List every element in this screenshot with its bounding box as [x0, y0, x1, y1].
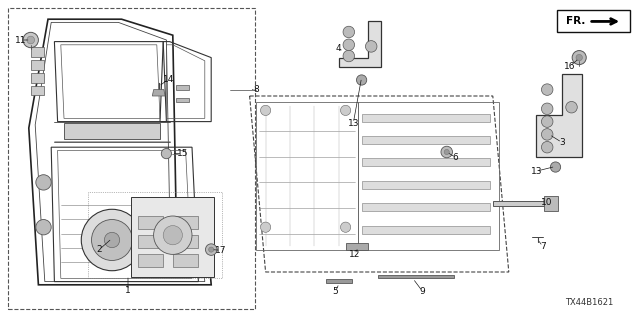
Circle shape	[576, 54, 582, 61]
Polygon shape	[64, 123, 160, 139]
Bar	[362, 226, 490, 234]
Bar	[362, 203, 490, 211]
Bar	[138, 216, 163, 229]
Bar	[88, 192, 222, 278]
Bar	[8, 8, 255, 309]
Bar	[346, 243, 368, 250]
Circle shape	[356, 75, 367, 85]
Circle shape	[343, 39, 355, 51]
Text: FR.: FR.	[566, 16, 586, 27]
Bar	[31, 73, 44, 83]
Bar	[173, 254, 198, 267]
Text: 2: 2	[97, 245, 102, 254]
Text: 12: 12	[349, 250, 360, 259]
Bar	[378, 275, 454, 278]
Bar	[557, 10, 630, 32]
Polygon shape	[152, 90, 165, 96]
Text: 16: 16	[564, 62, 575, 71]
Text: 4: 4	[335, 44, 340, 53]
Bar	[31, 86, 44, 95]
Bar	[493, 201, 550, 206]
Circle shape	[541, 103, 553, 115]
Circle shape	[205, 244, 217, 255]
Circle shape	[541, 116, 553, 127]
Circle shape	[566, 101, 577, 113]
Circle shape	[343, 50, 355, 62]
Circle shape	[27, 36, 35, 44]
Bar	[138, 235, 163, 248]
Text: 1: 1	[125, 286, 131, 295]
Circle shape	[260, 105, 271, 116]
Text: 15: 15	[177, 149, 188, 158]
Bar	[31, 47, 44, 57]
Circle shape	[444, 149, 449, 155]
Bar	[362, 181, 490, 189]
Circle shape	[154, 216, 192, 254]
Circle shape	[104, 232, 120, 248]
Circle shape	[340, 222, 351, 232]
Bar	[173, 216, 198, 229]
Circle shape	[541, 129, 553, 140]
Circle shape	[260, 222, 271, 232]
Text: 9: 9	[420, 287, 425, 296]
Circle shape	[161, 148, 172, 159]
Bar	[138, 254, 163, 267]
Circle shape	[541, 84, 553, 95]
Circle shape	[441, 146, 452, 158]
Circle shape	[81, 209, 143, 271]
Circle shape	[163, 226, 182, 245]
Bar	[173, 235, 198, 248]
Bar	[31, 60, 44, 70]
Circle shape	[343, 26, 355, 38]
Text: 13: 13	[531, 167, 542, 176]
Text: 5: 5	[333, 287, 338, 296]
Circle shape	[23, 32, 38, 48]
Circle shape	[550, 162, 561, 172]
Circle shape	[541, 141, 553, 153]
Text: 11: 11	[15, 36, 27, 44]
Bar	[176, 85, 189, 90]
Text: 14: 14	[163, 75, 174, 84]
Polygon shape	[131, 197, 214, 277]
Circle shape	[92, 220, 132, 260]
Bar	[326, 279, 352, 283]
Bar	[362, 114, 490, 122]
Circle shape	[36, 175, 51, 190]
Circle shape	[365, 41, 377, 52]
Bar	[544, 196, 558, 211]
Polygon shape	[339, 21, 381, 67]
Bar	[362, 158, 490, 166]
Circle shape	[36, 220, 51, 235]
Text: 10: 10	[541, 198, 553, 207]
Circle shape	[209, 247, 214, 252]
Bar	[362, 136, 490, 144]
Text: 7: 7	[540, 242, 545, 251]
Polygon shape	[536, 74, 582, 157]
Circle shape	[340, 105, 351, 116]
Text: 17: 17	[215, 246, 227, 255]
Text: 13: 13	[348, 119, 359, 128]
Circle shape	[572, 51, 586, 65]
Text: TX44B1621: TX44B1621	[564, 298, 613, 307]
Bar	[176, 98, 189, 102]
Text: 6: 6	[453, 153, 458, 162]
Text: 3: 3	[559, 138, 564, 147]
Text: 8: 8	[253, 85, 259, 94]
